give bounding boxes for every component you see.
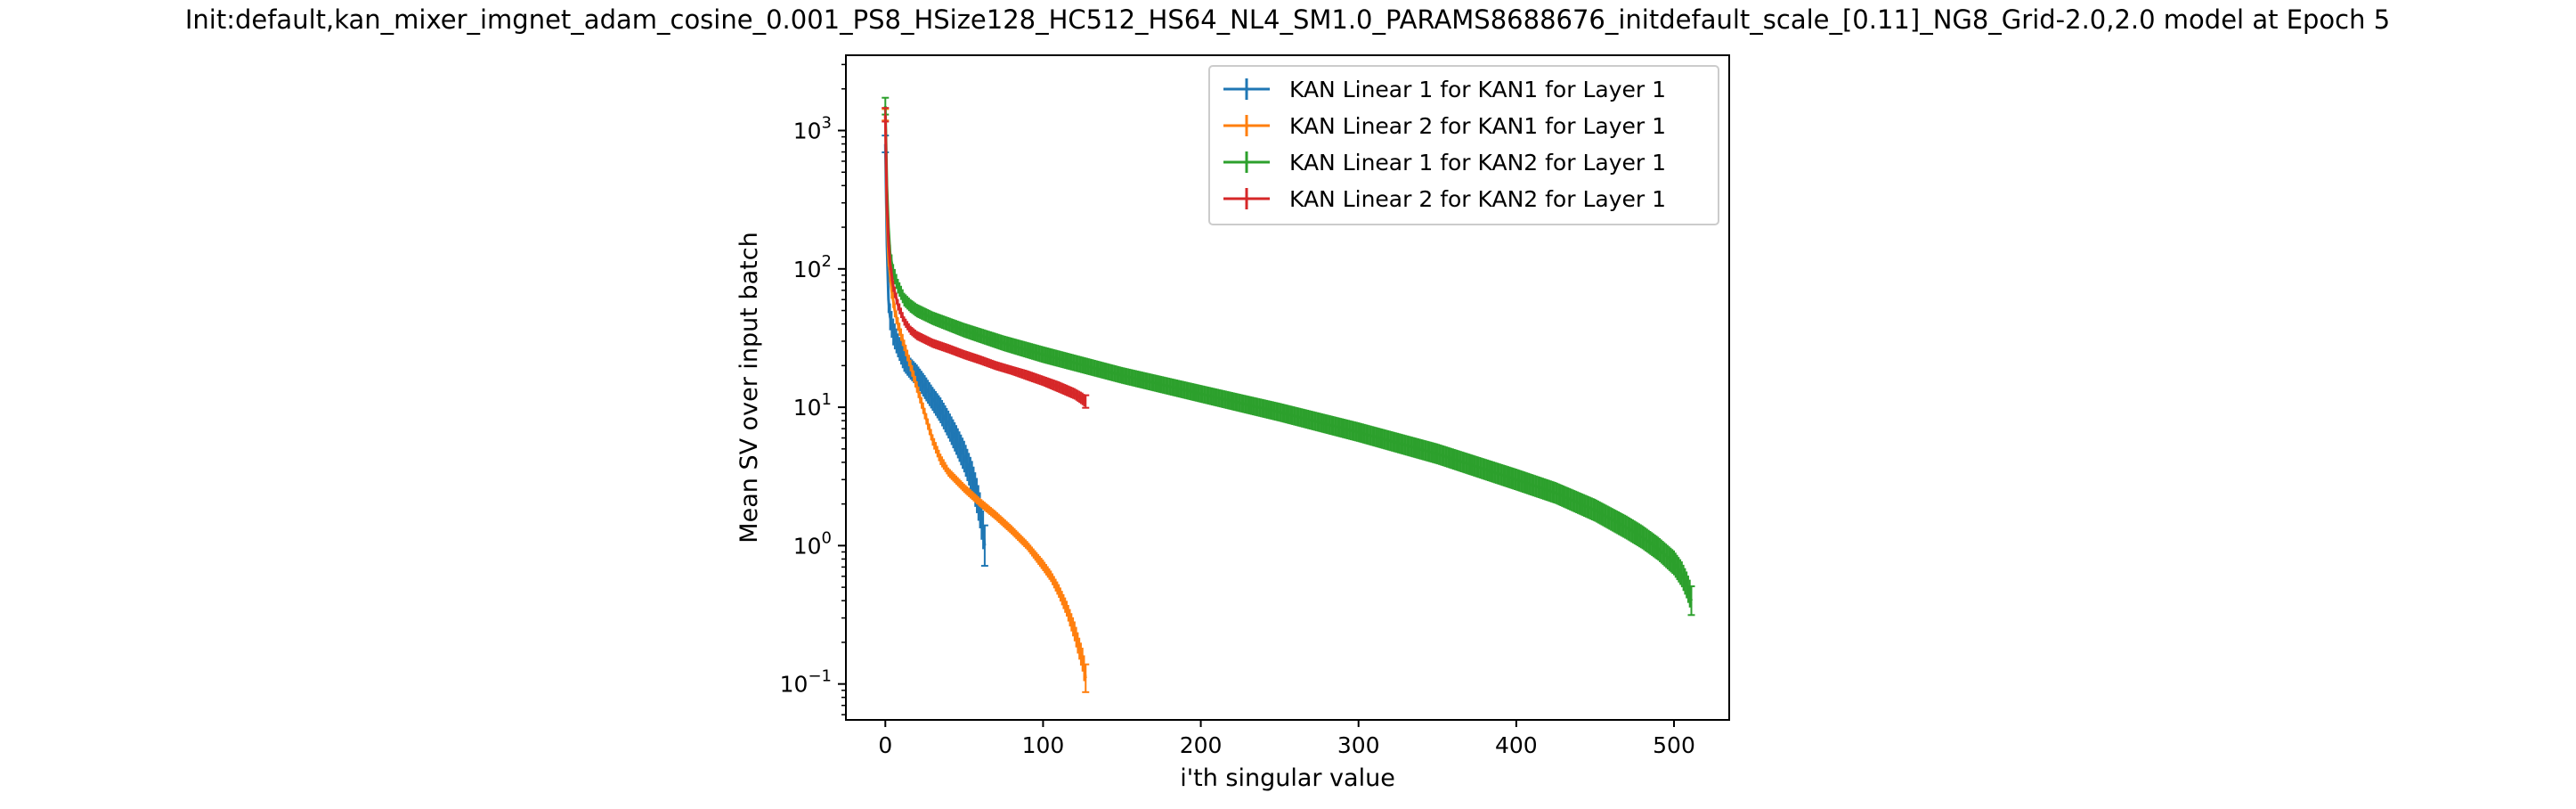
y-tick-label: 103 bbox=[793, 113, 832, 143]
y-tick-label: 100 bbox=[793, 528, 832, 559]
legend-label: KAN Linear 2 for KAN1 for Layer 1 bbox=[1289, 113, 1666, 139]
series-3-line bbox=[883, 106, 1693, 601]
y-tick-label: 101 bbox=[793, 390, 832, 421]
y-axis: 10−1 100 101 102 103 bbox=[780, 63, 846, 715]
x-tick-label: 400 bbox=[1495, 732, 1538, 758]
series-1-error-bars bbox=[882, 135, 988, 568]
x-tick-label: 500 bbox=[1653, 732, 1695, 758]
legend-label: KAN Linear 1 for KAN2 for Layer 1 bbox=[1289, 150, 1666, 176]
x-axis: 0 100 200 300 400 500 bbox=[878, 720, 1695, 758]
x-tick-label: 300 bbox=[1337, 732, 1380, 758]
x-tick-label: 0 bbox=[878, 732, 892, 758]
y-tick-label: 10−1 bbox=[780, 667, 832, 698]
series-4-line bbox=[883, 114, 1087, 403]
plot-frame bbox=[845, 54, 1730, 721]
series-1 bbox=[882, 135, 988, 568]
series-3-error-bars bbox=[882, 96, 1695, 617]
y-tick-label: 102 bbox=[793, 252, 832, 282]
series-3 bbox=[882, 96, 1695, 617]
series-4 bbox=[882, 107, 1090, 409]
legend-entry-3: KAN Linear 1 for KAN2 for Layer 1 bbox=[1223, 150, 1666, 176]
y-axis-label: Mean SV over input batch bbox=[735, 232, 763, 543]
legend-entry-2: KAN Linear 2 for KAN1 for Layer 1 bbox=[1223, 113, 1666, 139]
legend-entry-4: KAN Linear 2 for KAN2 for Layer 1 bbox=[1223, 186, 1666, 212]
chart-title: Init:default,kan_mixer_imgnet_adam_cosin… bbox=[185, 4, 2390, 35]
legend-label: KAN Linear 1 for KAN1 for Layer 1 bbox=[1289, 77, 1666, 102]
series-layer bbox=[882, 96, 1695, 693]
legend: KAN Linear 1 for KAN1 for Layer 1 KAN Lin… bbox=[1208, 65, 1719, 225]
series-1-line bbox=[883, 143, 987, 546]
legend-frame bbox=[1208, 65, 1719, 225]
legend-entry-1: KAN Linear 1 for KAN1 for Layer 1 bbox=[1223, 77, 1666, 102]
plot-area bbox=[845, 54, 1730, 721]
series-2-line bbox=[883, 114, 1087, 679]
x-axis-label: i'th singular value bbox=[1180, 764, 1395, 792]
x-tick-label: 200 bbox=[1180, 732, 1223, 758]
series-2-error-bars bbox=[882, 108, 1090, 693]
legend-label: KAN Linear 2 for KAN2 for Layer 1 bbox=[1289, 186, 1666, 212]
series-2 bbox=[882, 108, 1090, 693]
x-tick-label: 100 bbox=[1022, 732, 1065, 758]
